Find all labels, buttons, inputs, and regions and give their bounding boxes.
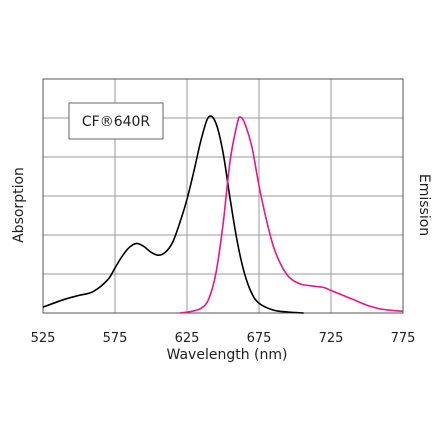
legend-box: CF®640R	[68, 102, 164, 140]
x-axis-label: Wavelength (nm)	[167, 347, 288, 363]
y-axis-label-left: Absorption	[11, 167, 27, 243]
x-tick-label: 725	[319, 331, 344, 346]
x-tick-labels: 525 575 625 675 725 775	[31, 331, 416, 346]
x-tick-label: 775	[391, 331, 416, 346]
series-layer	[42, 115, 404, 314]
legend-text: CF®640R	[82, 114, 151, 130]
x-tick-label: 525	[31, 331, 56, 346]
plot-frame	[42, 78, 404, 314]
series-line-absorption	[42, 115, 304, 314]
x-tick-label: 625	[175, 331, 200, 346]
y-axis-label-right: Emission	[416, 174, 432, 236]
x-tick-label: 575	[103, 331, 128, 346]
x-tick-label: 675	[247, 331, 272, 346]
series-line-emission	[179, 116, 404, 314]
